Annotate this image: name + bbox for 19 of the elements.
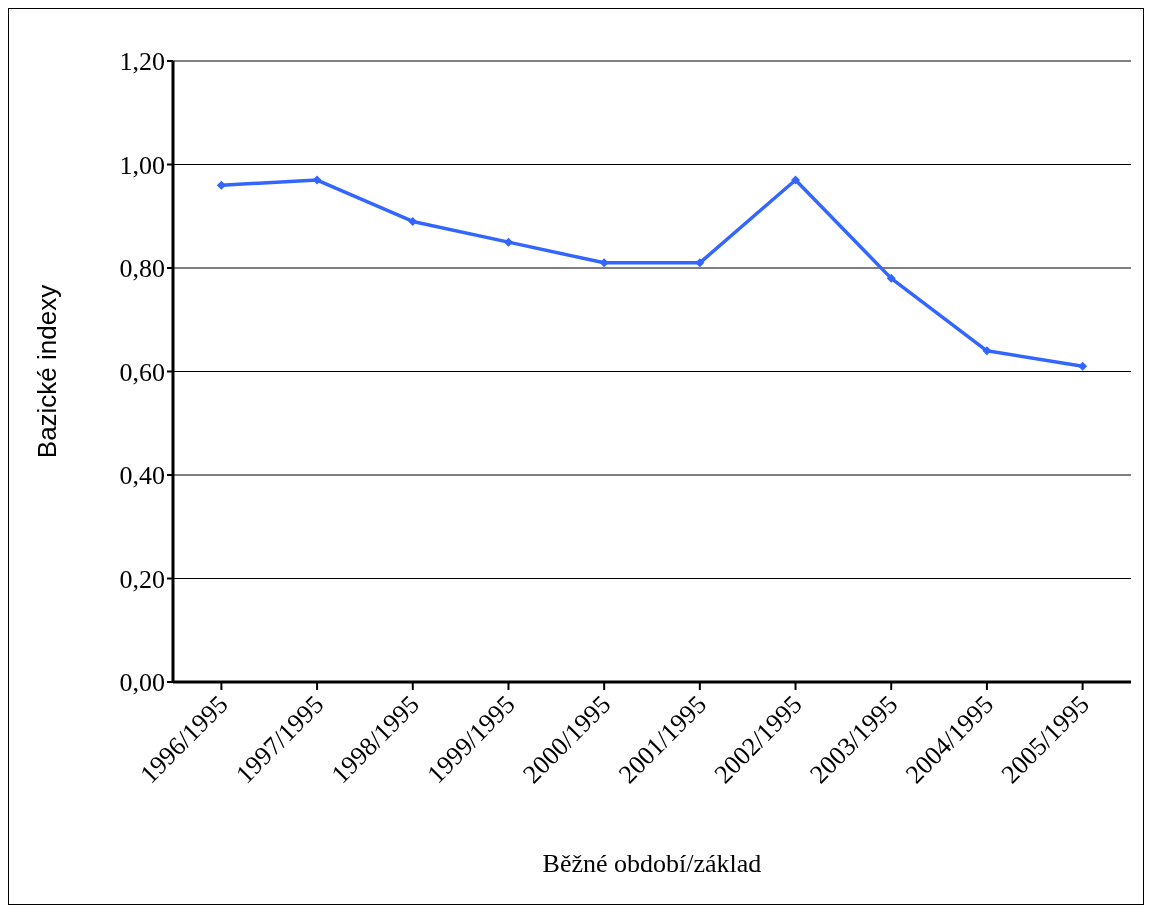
point <box>503 237 513 247</box>
point <box>216 180 226 190</box>
y-tick-label: 0,00 <box>119 668 165 698</box>
point <box>1078 361 1088 371</box>
point <box>791 175 801 185</box>
point <box>982 346 992 356</box>
y-tick-label: 0,80 <box>119 254 165 284</box>
point <box>695 258 705 268</box>
y-tick-label: 0,40 <box>119 461 165 491</box>
y-tick-label: 1,20 <box>119 47 165 77</box>
y-tick-label: 0,60 <box>119 357 165 387</box>
point <box>886 273 896 283</box>
y-axis-title: Bazické indexy <box>32 284 63 459</box>
point <box>408 216 418 226</box>
x-axis-title: Běžné období/základ <box>542 849 762 878</box>
point <box>312 175 322 185</box>
y-tick-label: 0,20 <box>119 564 165 594</box>
y-tick-label: 1,00 <box>119 150 165 180</box>
point <box>599 258 609 268</box>
